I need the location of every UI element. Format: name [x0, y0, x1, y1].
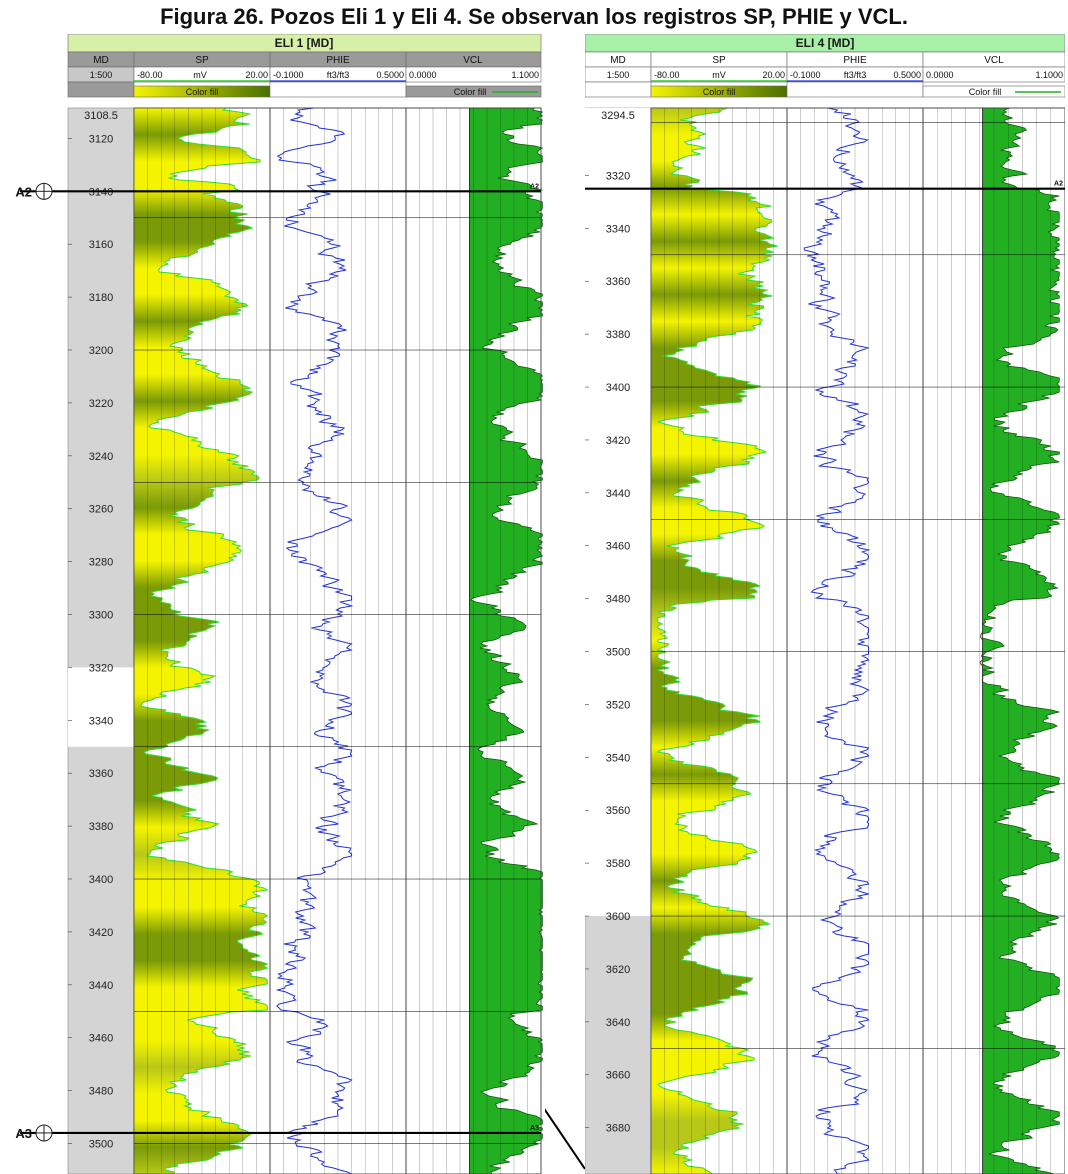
phie-unit: ft3/ft3 [844, 70, 867, 80]
vcl-fill-label: Color fill [969, 87, 1002, 97]
depth-tick-label: 3180 [89, 292, 113, 304]
vcl-min: 0.0000 [409, 70, 437, 80]
well-panel-eli-1: ELI 1 [MD] MD SP PHIE VCL 1:500 -80.00 m… [0, 34, 544, 1174]
depth-tick-label: 3260 [89, 504, 113, 516]
depth-tick-label: 3460 [89, 1033, 113, 1045]
marker-tag: A2 [1054, 181, 1063, 188]
vcl-shale-fill [981, 107, 1061, 1174]
vcl-max: 1.1000 [1035, 70, 1063, 80]
depth-tick-label: 3660 [606, 1070, 630, 1082]
depth-tick-label: 3440 [606, 488, 630, 500]
depth-tick-label: 3340 [606, 223, 630, 235]
a3-correlation-line [545, 1106, 585, 1170]
sp-fill [651, 108, 778, 1174]
depth-tick-label: 3240 [89, 451, 113, 463]
depth-tick-label: 3380 [606, 329, 630, 341]
well-title: ELI 1 [MD] [275, 36, 334, 50]
depth-tick-label: 3420 [606, 435, 630, 447]
well-title: ELI 4 [MD] [796, 36, 855, 50]
vcl-fill-label: Color fill [454, 87, 487, 97]
sp-track-name: SP [712, 55, 726, 66]
depth-tick-label: 3640 [606, 1017, 630, 1029]
depth-tick-label: 3160 [89, 239, 113, 251]
phie-min: -0.1000 [790, 70, 821, 80]
depth-tick-label: 3280 [89, 557, 113, 569]
depth-tick-label: 3440 [89, 980, 113, 992]
figure-title: Figura 26. Pozos Eli 1 y Eli 4. Se obser… [160, 4, 908, 29]
depth-tick-label: 3480 [89, 1086, 113, 1098]
sp-curve [140, 107, 269, 1174]
track-body: 3108.53120314031603180320032203240326032… [15, 107, 544, 1174]
depth-tick-label: 3380 [89, 821, 113, 833]
marker-tag: A2 [530, 183, 539, 190]
sp-min: -80.00 [654, 70, 680, 80]
depth-tick-label: 3400 [89, 874, 113, 886]
marker-label: A2 [15, 184, 32, 199]
md-label: MD [610, 55, 626, 66]
depth-tick-label: 3360 [606, 276, 630, 288]
depth-tick-label: 3120 [89, 133, 113, 145]
phie-track-name: PHIE [326, 55, 350, 66]
vcl-track-name: VCL [984, 55, 1004, 66]
depth-tick-label: 3300 [89, 610, 113, 622]
well-panel-eli-4: ELI 4 [MD] MD SP PHIE VCL 1:500 -80.00 m… [585, 34, 1065, 1174]
depth-tick-label: 3620 [606, 964, 630, 976]
sp-curve [655, 107, 778, 1174]
top-depth-label: 3294.5 [601, 110, 635, 122]
depth-tick-label: 3680 [606, 1123, 630, 1135]
depth-tick-label: 3220 [89, 398, 113, 410]
sp-track-name: SP [195, 55, 209, 66]
sp-fill [134, 108, 268, 1174]
depth-tick-label: 3200 [89, 345, 113, 357]
depth-tick-label: 3520 [606, 699, 630, 711]
phie-min: -0.1000 [273, 70, 304, 80]
scale-label: 1:500 [607, 70, 630, 80]
marker-tag: A3 [530, 1125, 539, 1132]
sp-fill-label: Color fill [703, 87, 736, 97]
depth-tick-label: 3560 [606, 805, 630, 817]
sp-max: 20.00 [245, 70, 268, 80]
depth-tick-label: 3540 [606, 752, 630, 764]
depth-tick-label: 3480 [606, 594, 630, 606]
depth-tick-label: 3460 [606, 541, 630, 553]
depth-tick-label: 3580 [606, 858, 630, 870]
vcl-min: 0.0000 [926, 70, 954, 80]
vcl-track-name: VCL [463, 55, 483, 66]
depth-tick-label: 3500 [89, 1139, 113, 1151]
phie-curve [275, 107, 354, 1174]
phie-unit: ft3/ft3 [327, 70, 350, 80]
sp-max: 20.00 [762, 70, 785, 80]
sp-unit: mV [712, 70, 726, 80]
depth-tick-label: 3320 [89, 662, 113, 674]
top-depth-label: 3108.5 [84, 110, 118, 122]
depth-tick-label: 3360 [89, 768, 113, 780]
depth-tick-label: 3320 [606, 170, 630, 182]
sp-min: -80.00 [137, 70, 163, 80]
phie-max: 0.5000 [376, 70, 404, 80]
phie-max: 0.5000 [893, 70, 921, 80]
sp-fill-label: Color fill [186, 87, 219, 97]
depth-tick-label: 3400 [606, 382, 630, 394]
vcl-max: 1.1000 [511, 70, 539, 80]
md-label: MD [93, 55, 109, 66]
track-body: 3294.5 3320 3340 3360 3380 3400 3420 3440 3460 34… [585, 107, 1065, 1174]
phie-curve [803, 107, 871, 1174]
sp-unit: mV [193, 70, 207, 80]
correlation-gap [545, 1106, 585, 1170]
scale-label: 1:500 [90, 70, 113, 80]
depth-tick-label: 3420 [89, 927, 113, 939]
depth-tick-label: 3500 [606, 647, 630, 659]
depth-tick-label: 3600 [606, 911, 630, 923]
depth-tick-label: 3340 [89, 715, 113, 727]
marker-label: A3 [15, 1126, 32, 1141]
phie-track-name: PHIE [843, 55, 867, 66]
